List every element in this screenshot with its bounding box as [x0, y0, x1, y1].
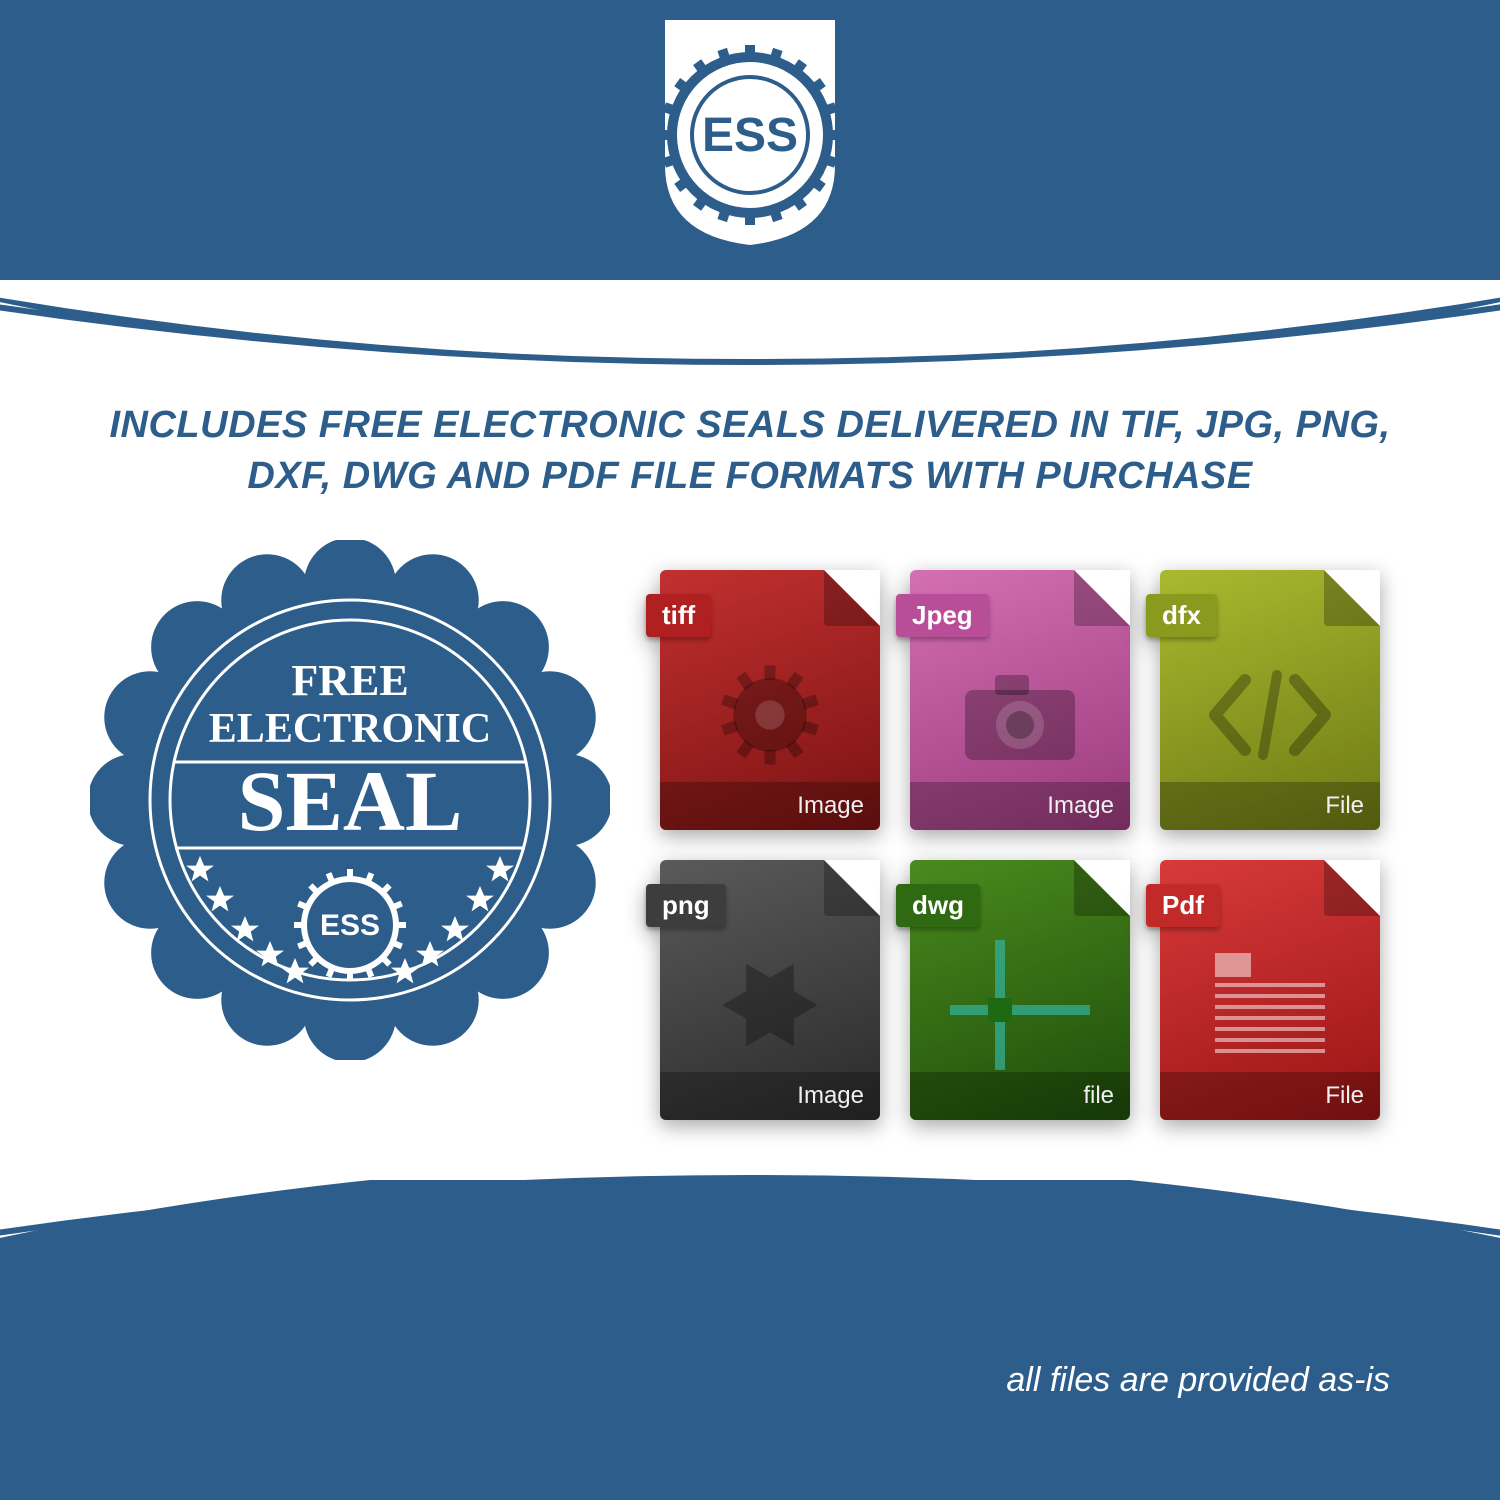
file-format-label: dwg — [896, 884, 980, 927]
doc-icon — [1160, 940, 1380, 1070]
file-icon-tiff: tiffImage — [660, 570, 880, 830]
gear-icon — [660, 650, 880, 780]
file-icon-dfx: dfxFile — [1160, 570, 1380, 830]
file-type-label: Image — [660, 1072, 880, 1120]
file-type-label: file — [910, 1072, 1130, 1120]
file-format-label: Pdf — [1146, 884, 1220, 927]
file-format-label: png — [646, 884, 726, 927]
file-format-label: tiff — [646, 594, 711, 637]
file-format-label: dfx — [1146, 594, 1217, 637]
logo-text: ESS — [702, 109, 798, 162]
seal-line3: SEAL — [238, 753, 463, 849]
code-icon — [1160, 650, 1380, 780]
seal-line2: ELECTRONIC — [209, 706, 491, 752]
free-electronic-seal-badge: FREE ELECTRONIC SEAL ESS — [90, 540, 610, 1060]
file-icon-dwg: dwgfile — [910, 860, 1130, 1120]
seal-gear-text: ESS — [320, 909, 380, 942]
file-icon-jpeg: JpegImage — [910, 570, 1130, 830]
burst-icon — [660, 940, 880, 1070]
file-icon-pdf: PdfFile — [1160, 860, 1380, 1120]
file-type-label: File — [1160, 782, 1380, 830]
cross-icon — [910, 940, 1130, 1070]
ess-logo: ESS — [640, 20, 860, 260]
file-format-label: Jpeg — [896, 594, 989, 637]
file-type-label: Image — [660, 782, 880, 830]
file-type-label: Image — [910, 782, 1130, 830]
file-type-label: File — [1160, 1072, 1380, 1120]
footnote-text: all files are provided as-is — [1006, 1361, 1390, 1400]
seal-line1: FREE — [291, 656, 408, 705]
camera-icon — [910, 650, 1130, 780]
file-format-grid: tiffImageJpegImagedfxFilepngImagedwgfile… — [660, 570, 1380, 1120]
file-icon-png: pngImage — [660, 860, 880, 1120]
headline-text: INCLUDES FREE ELECTRONIC SEALS DELIVERED… — [80, 400, 1420, 503]
footer-band — [0, 1180, 1500, 1500]
